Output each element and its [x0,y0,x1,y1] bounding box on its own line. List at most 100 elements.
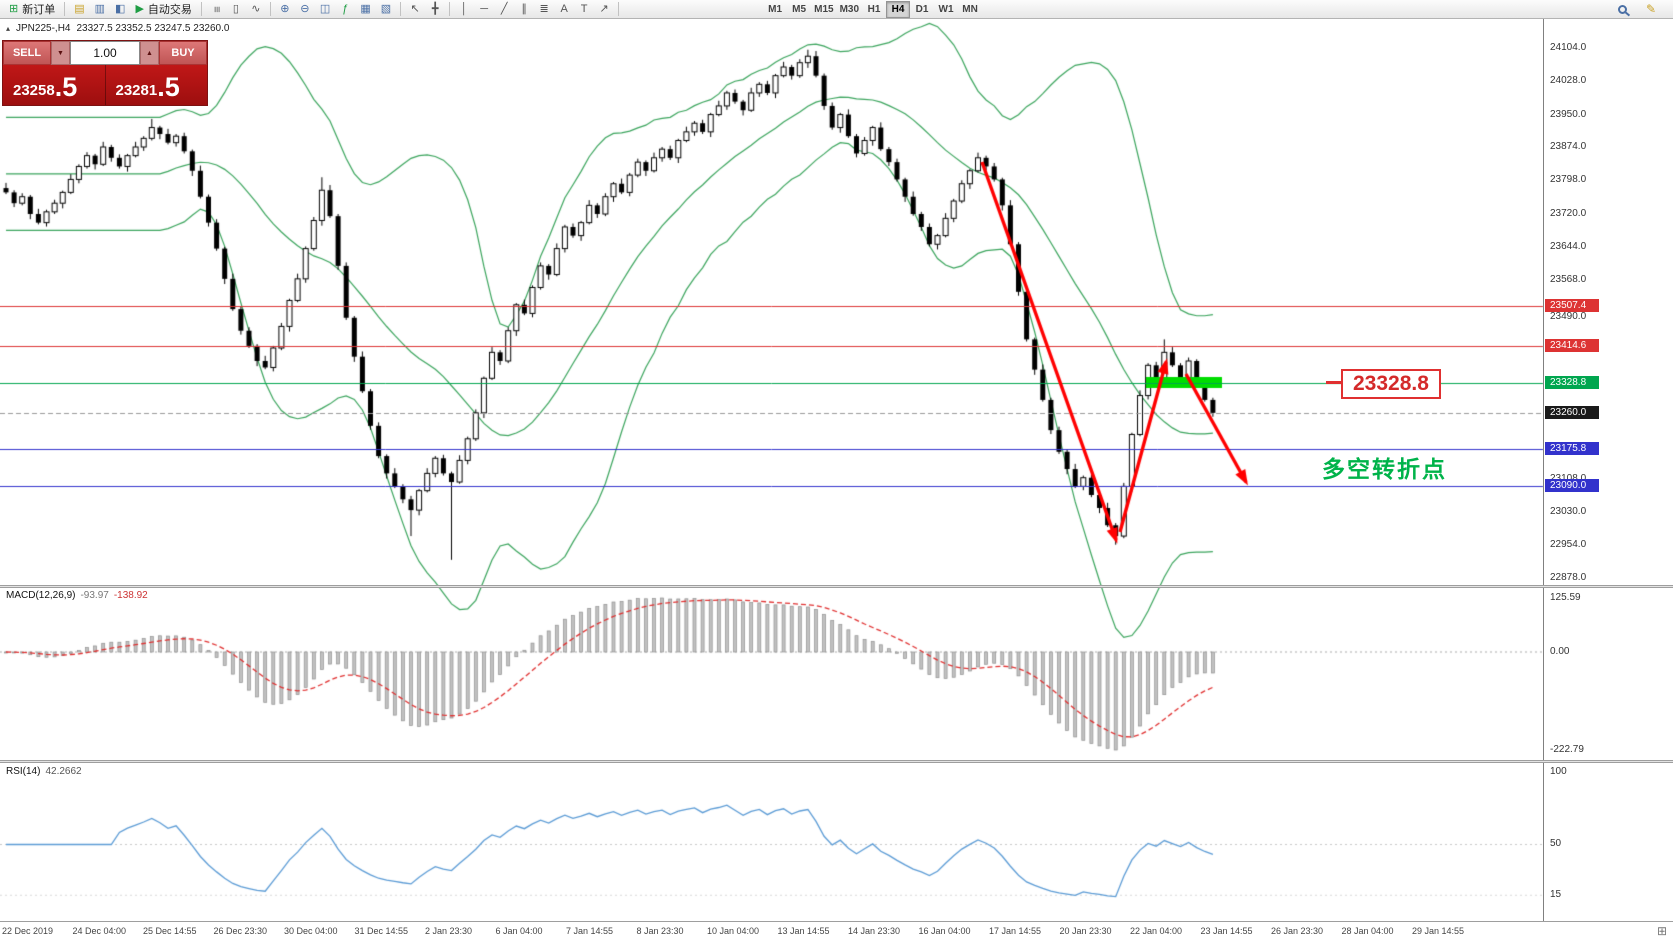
rsi-axis-label: 100 [1550,766,1567,777]
sell-price-int: 23258 [13,82,55,100]
bar-chart-button[interactable]: ≡ [206,1,226,18]
price-axis-label: 23568.0 [1550,273,1587,285]
new-order-button[interactable]: ⊞ 新订单 [4,1,60,18]
time-axis-label: 28 Jan 04:00 [1341,926,1394,936]
time-axis-label: 22 Jan 04:00 [1130,926,1183,936]
crosshair-icon: ╋ [431,2,439,15]
time-axis-label: 7 Jan 14:55 [566,926,614,936]
tile-windows-button[interactable]: ◫ [315,1,335,18]
price-tag-23414.6: 23414.6 [1545,339,1599,353]
horizontal-line-button[interactable]: ─ [474,1,494,18]
templates-icon: ▧ [380,2,392,15]
window-grip-icon[interactable]: ⊞ [1656,924,1667,938]
autotrading-button[interactable]: ▶ 自动交易 [130,1,196,18]
zoom-in-button[interactable]: ⊕ [275,1,295,18]
price-axis-label: 23490.0 [1550,311,1587,323]
time-axis-label: 23 Jan 14:55 [1200,926,1253,936]
time-axis-label: 6 Jan 04:00 [495,926,543,936]
price-tag-23260.0: 23260.0 [1545,405,1599,419]
text-tool-button[interactable]: A [554,1,574,18]
label-tool-button[interactable]: T [574,1,594,18]
arrow-tool-icon: ↗ [599,2,609,15]
price-axis-label: 24104.0 [1550,42,1587,53]
timeframe-m5-button[interactable]: M5 [792,3,807,15]
zoom-out-icon: ⊖ [300,2,310,15]
symbol-ohlc: 23327.5 23352.5 23247.5 23260.0 [76,23,230,34]
turning-point-annotation[interactable]: 多空转折点 [1322,456,1447,482]
new-order-icon: ⊞ [9,2,19,15]
timeframe-m15-button[interactable]: M15 [814,3,834,15]
time-axis[interactable]: ⊞ 22 Dec 2019 24 Dec 04:00 25 Dec 14:55 26 … [0,921,1673,941]
vertical-line-icon: │ [460,2,468,15]
cursor-icon: ↖ [410,2,420,15]
price-callout[interactable]: 23328.8 [1341,369,1441,399]
line-chart-button[interactable]: ∿ [246,1,266,18]
pencil-icon: ✎ [1645,2,1656,16]
zoom-out-button[interactable]: ⊖ [295,1,315,18]
periods-button[interactable]: ▦ [355,1,375,18]
order-prices-row: 23258.5 23281.5 [3,65,207,105]
fibonacci-icon: ≣ [539,2,549,15]
line-chart-icon: ∿ [251,2,261,15]
crosshair-button[interactable]: ╋ [425,1,445,18]
buy-price[interactable]: 23281.5 [106,65,208,105]
templates-button[interactable]: ▧ [376,1,396,18]
timeframe-h1-button[interactable]: H1 [867,3,881,15]
arrow-tool-button[interactable]: ↗ [594,1,614,18]
cursor-button[interactable]: ↖ [405,1,425,18]
axis-border [1543,19,1544,941]
label-tool-icon: T [580,2,588,15]
indicators-button[interactable]: ƒ [335,1,355,18]
timeframe-m30-button[interactable]: M30 [839,3,860,15]
panel-splitter-macd[interactable] [0,585,1673,588]
search-button[interactable] [1613,1,1633,18]
time-axis-label: 2 Jan 23:30 [425,926,473,936]
sell-price[interactable]: 23258.5 [3,65,105,105]
timeframe-d1-button[interactable]: D1 [915,3,929,15]
price-axis-label: 23720.0 [1550,208,1587,219]
panel-splitter-rsi[interactable] [0,760,1673,763]
timeframe-h4-button[interactable]: H4 [886,0,911,18]
time-axis-label: 20 Jan 23:30 [1059,926,1112,936]
profiles-button[interactable]: ▤ [69,1,89,18]
volume-decrease-button[interactable]: ▼ [51,41,70,65]
trendline-icon: ╱ [500,2,508,15]
rsi-name: RSI(14) [6,766,41,777]
market-watch-button[interactable]: ▥ [90,1,110,18]
price-tag-23328.8: 23328.8 [1545,376,1599,390]
buy-price-int: 23281 [115,82,158,100]
horizontal-line-icon: ─ [480,2,489,15]
time-axis-label: 31 Dec 14:55 [354,926,409,936]
macd-value-main: -93.97 [80,590,109,601]
channel-button[interactable]: ∥ [514,1,534,18]
navigator-button[interactable]: ◧ [110,1,130,18]
vertical-line-button[interactable]: │ [454,1,474,18]
candlestick-chart-icon: ▯ [232,2,239,15]
price-tag-23507.4: 23507.4 [1545,298,1599,312]
time-axis-label: 26 Jan 23:30 [1271,926,1324,936]
channel-icon: ∥ [521,2,527,15]
buy-button[interactable]: BUY [159,41,207,65]
timeframe-mn-button[interactable]: MN [962,3,978,15]
time-axis-label: 25 Dec 14:55 [143,926,197,936]
order-controls-row: SELL ▼ ▲ BUY [3,41,207,65]
trendline-button[interactable]: ╱ [494,1,514,18]
candlestick-chart-button[interactable]: ▯ [226,1,246,18]
volume-input[interactable] [70,41,140,65]
timeframe-m1-button[interactable]: M1 [768,3,783,15]
price-axis[interactable]: 24104.0 24028.0 23950.0 23874.0 23798.0 23720… [1545,19,1673,941]
symbol-info: ▴ JPN225-,H4 23327.5 23352.5 23247.5 232… [6,23,229,34]
volume-increase-button[interactable]: ▲ [140,41,159,65]
time-axis-label: 13 Jan 14:55 [777,926,830,936]
price-divider [104,65,106,105]
sell-price-frac: .5 [54,72,78,102]
timeframe-w1-button[interactable]: W1 [938,3,954,15]
toolbar-separator [400,2,402,16]
sell-button[interactable]: SELL [3,41,51,65]
fibonacci-button[interactable]: ≣ [534,1,554,18]
time-axis-label: 24 Dec 04:00 [72,926,127,936]
edit-button[interactable]: ✎ [1641,1,1661,18]
price-axis-label: 23874.0 [1550,141,1587,153]
